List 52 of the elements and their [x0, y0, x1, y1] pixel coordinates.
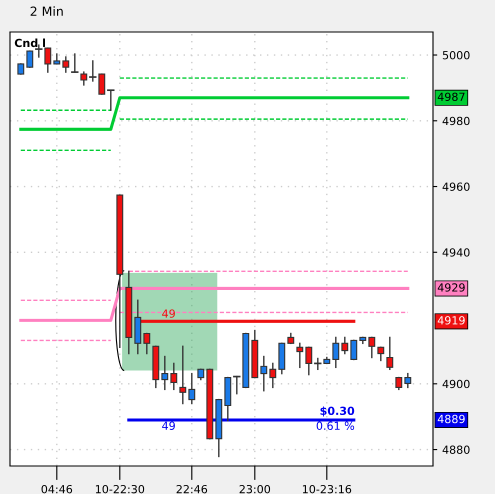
- candlestick: [80, 71, 88, 86]
- y-tick-label: 4900: [442, 380, 470, 388]
- text: 4987: [438, 92, 465, 101]
- candlestick: [296, 342, 304, 368]
- text: 4919: [438, 316, 465, 325]
- x-tick-label: 10-22:30: [96, 484, 144, 494]
- chart-title: 2 Min: [30, 6, 63, 16]
- candlestick: [269, 362, 276, 388]
- candlestick: [341, 336, 348, 354]
- candlestick: [17, 63, 24, 75]
- candlestick: [89, 60, 97, 82]
- candlestick: [98, 73, 106, 95]
- candlestick: [53, 53, 60, 65]
- candlestick: [170, 362, 178, 390]
- candlestick: [62, 56, 70, 73]
- x-tick-label: 04:46: [42, 484, 72, 494]
- x-tick-label: 22:46: [176, 484, 208, 494]
- candlestick: [233, 376, 241, 394]
- candlestick: [314, 358, 322, 370]
- candlestick: [332, 336, 340, 368]
- annotation: $0.30: [320, 406, 354, 417]
- candlestick: [368, 336, 376, 358]
- y-tick-label: 4960: [442, 182, 470, 191]
- y-tick-label: 4980: [442, 116, 470, 126]
- candlestick: [143, 332, 150, 354]
- annotation: Cnd l: [14, 38, 45, 48]
- candlestick: [188, 372, 196, 404]
- candlestick: [44, 47, 52, 73]
- candlestick: [71, 53, 79, 73]
- candlestick: [350, 340, 358, 360]
- candlestick: [386, 336, 394, 370]
- y-tick-label: 5000: [442, 50, 470, 60]
- y-tick-label: 4940: [442, 248, 470, 257]
- candlestick: [179, 346, 186, 404]
- candlestick: [377, 346, 384, 362]
- candlestick: [287, 332, 294, 344]
- candlestick: [395, 376, 402, 390]
- candlestick: [404, 372, 412, 388]
- text: 4889: [438, 414, 465, 424]
- candlestick: [197, 368, 204, 380]
- x-tick-label: 10-23:16: [302, 484, 352, 494]
- annotation: 49: [162, 422, 175, 430]
- candlestick: [26, 50, 34, 68]
- candlestick: [305, 346, 312, 376]
- annotation: 49: [162, 309, 175, 318]
- candlestick: [260, 356, 268, 392]
- candlestick: [161, 356, 168, 390]
- annotation: 0.61 %: [316, 422, 354, 430]
- candlestick: [107, 89, 115, 111]
- text: 4929: [438, 283, 465, 292]
- x-tick-label: 23:00: [240, 484, 270, 494]
- y-tick-label: 4880: [442, 446, 470, 454]
